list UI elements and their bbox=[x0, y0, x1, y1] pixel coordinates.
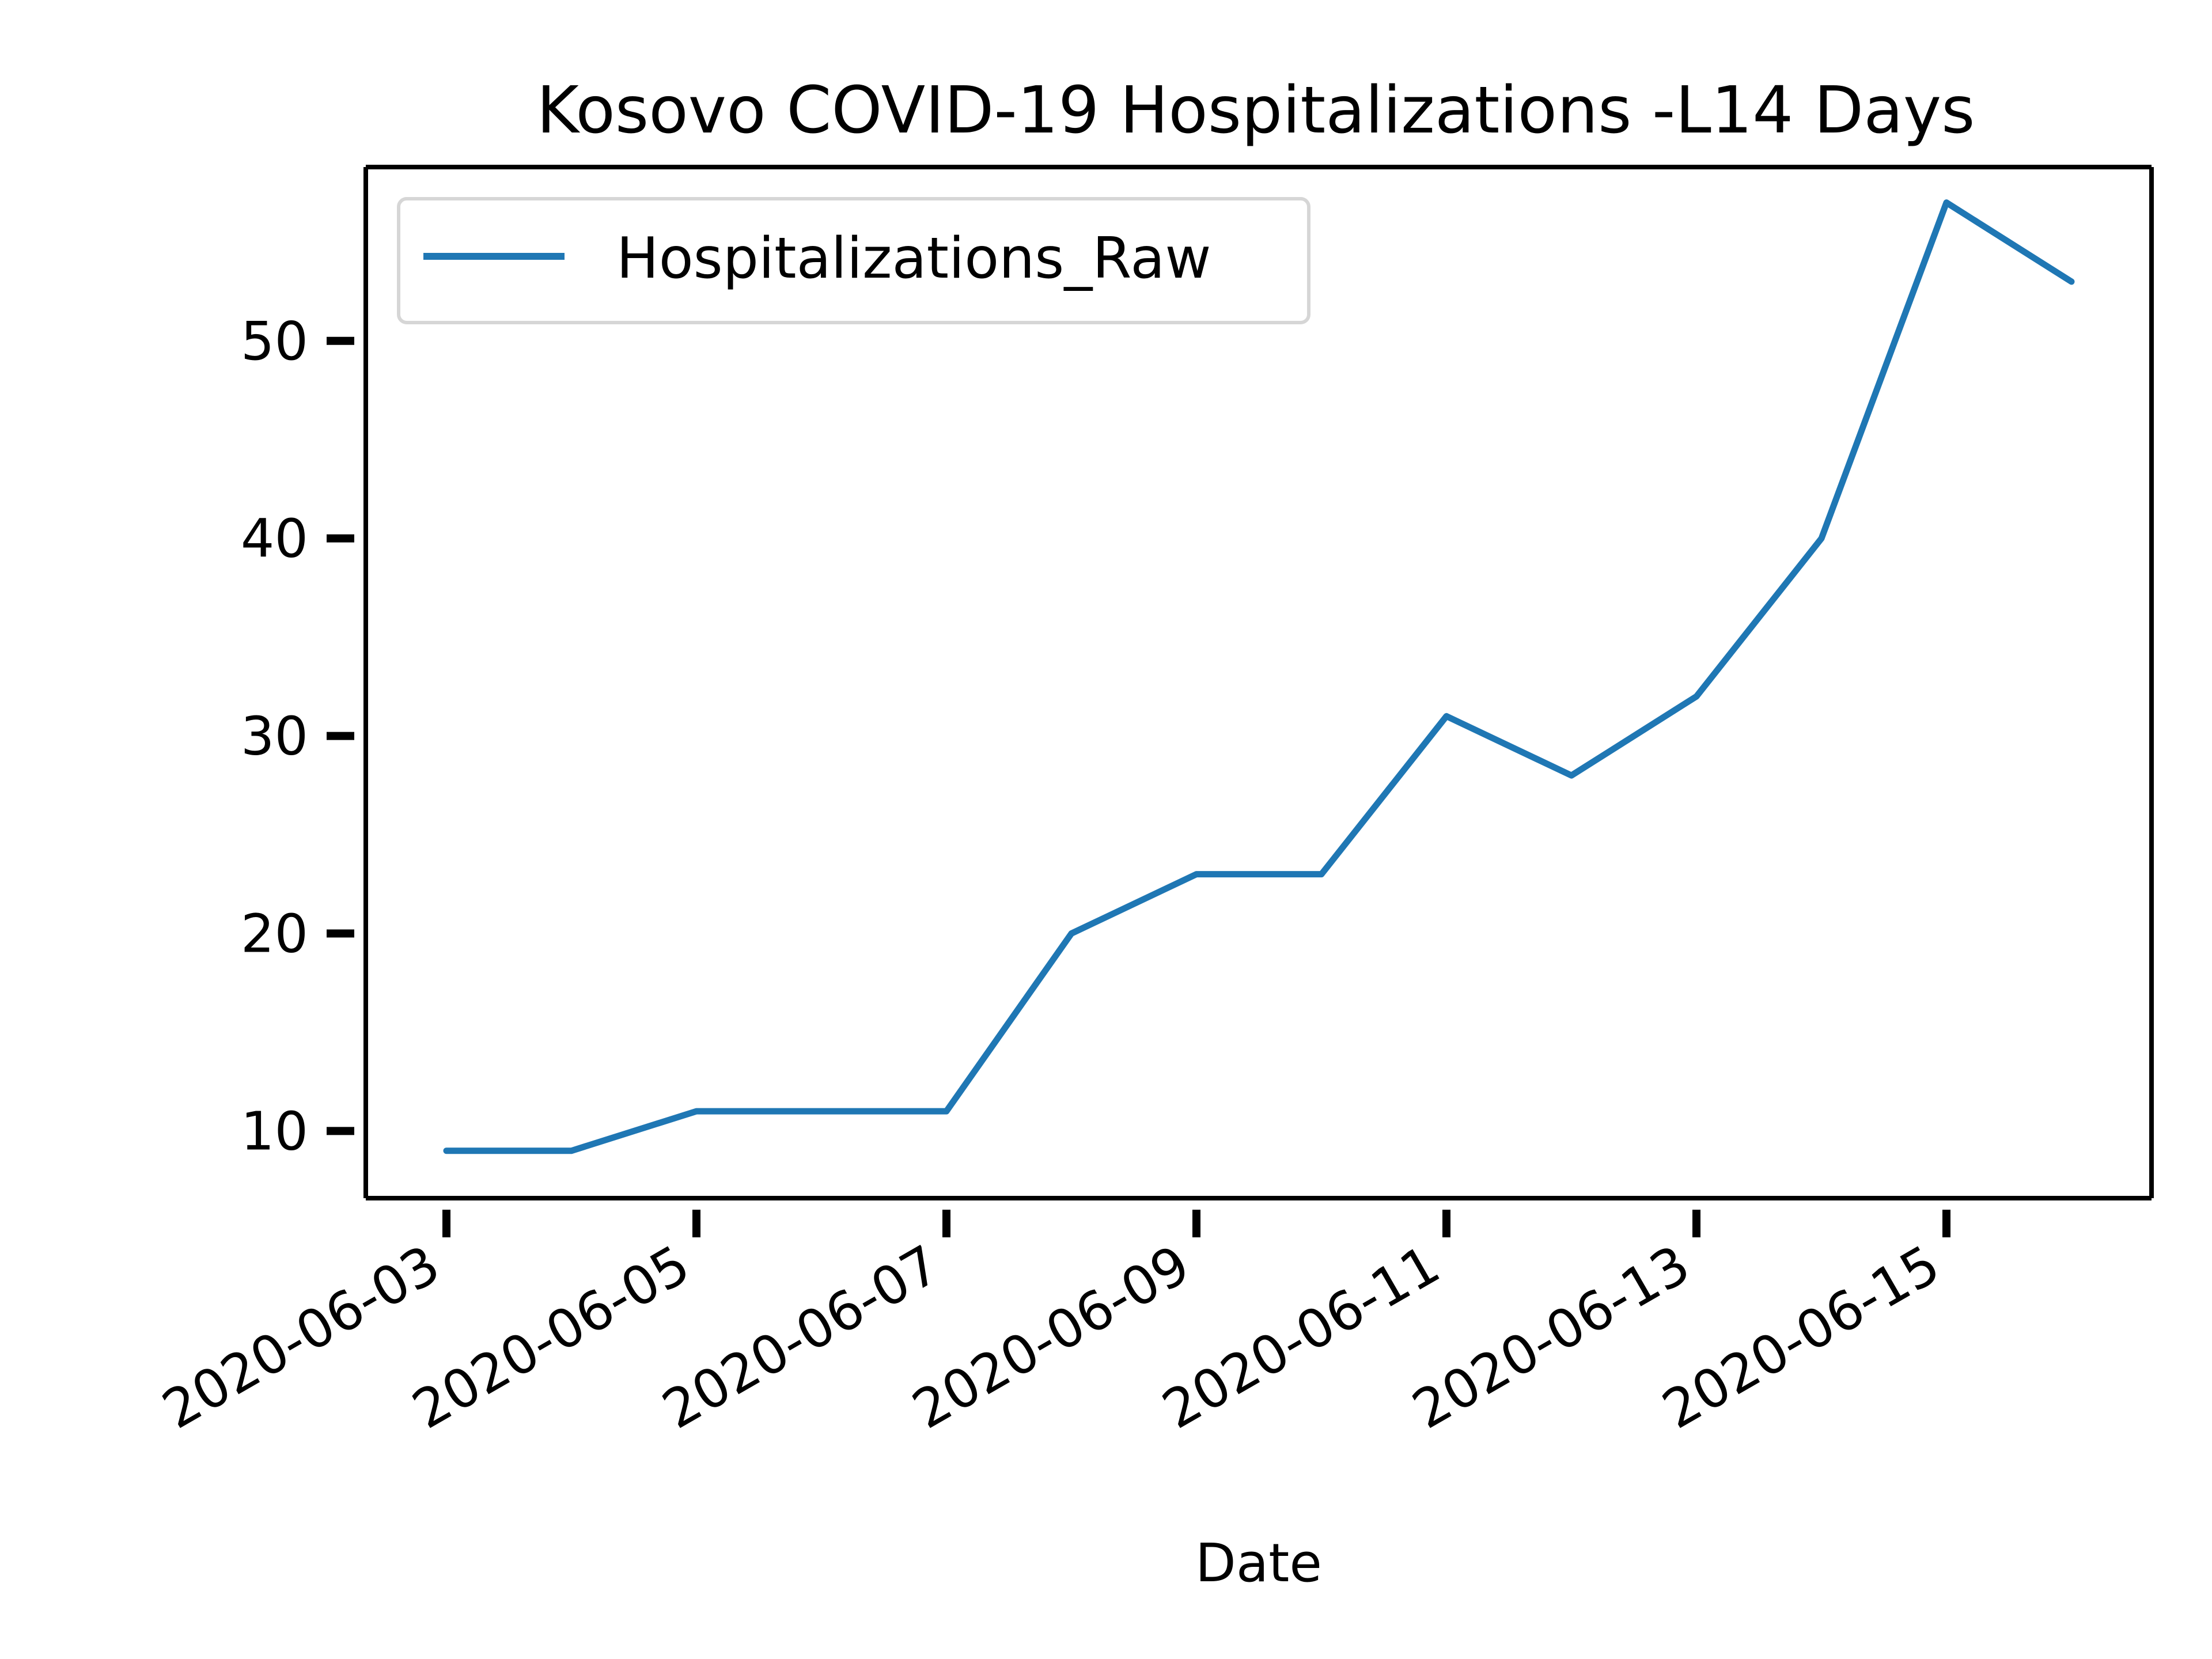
y-tick-label: 50 bbox=[241, 310, 308, 372]
data-point bbox=[2069, 278, 2074, 285]
legend-label: Hospitalizations_Raw bbox=[616, 226, 1211, 291]
x-tick-label: 2020-06-05 bbox=[402, 1233, 700, 1441]
data-point bbox=[1694, 694, 1699, 700]
chart-title: Kosovo COVID-19 Hospitalizations -L14 Da… bbox=[537, 73, 1975, 148]
y-axis: 10 20 30 40 50 bbox=[241, 310, 354, 1162]
x-tick-label: 2020-06-09 bbox=[902, 1233, 1200, 1441]
axes-frame bbox=[363, 165, 2154, 1200]
x-tick-label: 2020-06-13 bbox=[1402, 1233, 1700, 1441]
data-point bbox=[819, 1108, 824, 1115]
plot-area bbox=[443, 199, 2075, 1154]
data-point bbox=[444, 1147, 449, 1154]
data-point bbox=[1819, 535, 1824, 541]
data-point bbox=[1444, 713, 1449, 719]
x-axis: 2020-06-032020-06-052020-06-072020-06-09… bbox=[152, 1210, 1950, 1441]
data-point bbox=[569, 1147, 574, 1154]
data-point bbox=[1319, 871, 1324, 877]
x-axis-label: Date bbox=[1195, 1532, 1322, 1594]
legend-box bbox=[397, 197, 1310, 324]
data-point bbox=[1569, 772, 1574, 779]
legend: Hospitalizations_Raw bbox=[397, 197, 1310, 324]
data-point bbox=[694, 1108, 699, 1115]
data-point bbox=[1944, 199, 1949, 206]
x-tick-label: 2020-06-15 bbox=[1652, 1233, 1950, 1441]
data-point bbox=[1194, 871, 1199, 877]
y-tick-label: 20 bbox=[241, 903, 308, 964]
y-tick-label: 40 bbox=[241, 508, 308, 570]
y-tick-label: 30 bbox=[241, 706, 308, 767]
y-tick-label: 10 bbox=[241, 1100, 308, 1162]
data-point bbox=[944, 1108, 949, 1115]
series-line-0 bbox=[443, 199, 2075, 1154]
x-tick-label: 2020-06-03 bbox=[152, 1233, 450, 1441]
data-point bbox=[1069, 930, 1074, 937]
x-tick-label: 2020-06-11 bbox=[1152, 1233, 1450, 1441]
x-tick-label: 2020-06-07 bbox=[652, 1233, 950, 1441]
